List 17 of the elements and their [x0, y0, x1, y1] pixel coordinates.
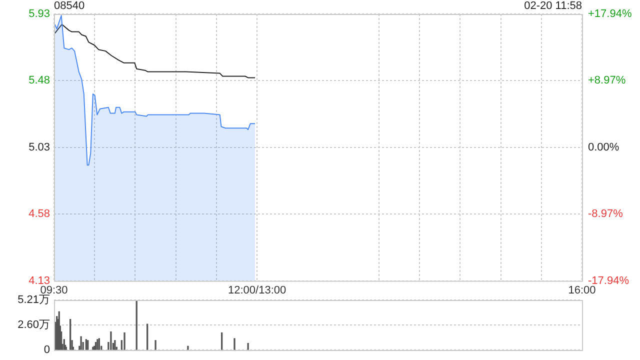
x-tick-label: 12:00/13:00: [228, 284, 286, 296]
text: 02-20 11:58: [524, 0, 582, 12]
y2-tick-label: +8.97%: [588, 74, 626, 87]
y2-tick-label: -17.94%: [588, 274, 630, 287]
y-tick-label: 0: [44, 344, 50, 356]
y-tick-label: 5.03: [28, 141, 50, 154]
chart-title: 08540: [54, 0, 85, 12]
y2-tick-label: 0.00%: [588, 141, 620, 154]
y-tick-label: 4.58: [28, 208, 50, 220]
y-tick-label: 5.21万: [18, 294, 50, 306]
y-tick-label: 5.93: [28, 8, 50, 20]
y-tick-label: 5.48: [28, 74, 50, 87]
x-tick-label: 16:00: [568, 284, 596, 296]
y2-tick-label: -8.97%: [588, 208, 624, 220]
y-tick-label: 2.60万: [18, 319, 50, 332]
y2-tick-label: +17.94%: [588, 8, 632, 20]
y-tick-label: 4.13: [28, 274, 50, 287]
